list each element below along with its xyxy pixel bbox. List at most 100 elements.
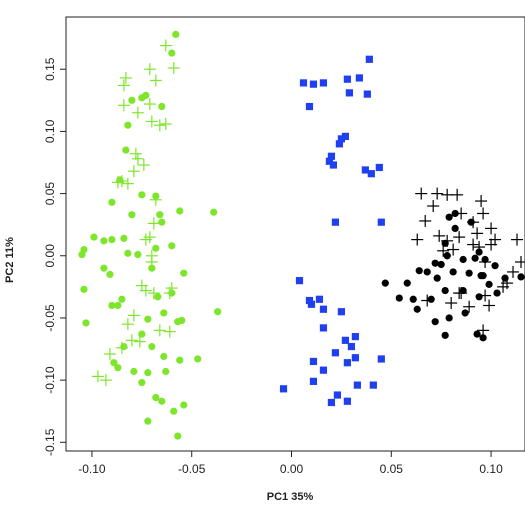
y-tick-label: 0.10 [43,119,57,143]
data-point-plus [431,187,444,200]
data-point-plus [127,165,140,178]
data-point-plus [421,294,434,307]
data-point-plus [455,207,468,220]
data-point-circle [176,207,184,215]
data-point-circle [445,314,453,322]
data-point-square [353,381,361,389]
data-point-square [351,354,359,362]
data-point-circle [156,211,164,219]
data-point-circle [138,94,146,102]
data-point-plus [163,287,176,300]
data-point-circle [174,432,182,440]
data-point-plus [489,233,502,246]
data-point-circle [491,262,499,270]
data-point-circle [144,369,152,377]
data-point-square [367,170,375,178]
data-point-plus [115,341,128,354]
data-point-plus [463,300,476,313]
data-point-circle [114,301,122,310]
data-point-square [337,308,345,316]
data-point-plus [453,231,466,244]
data-point-circle [124,249,132,257]
data-point-plus [441,234,454,247]
data-point-circle [108,301,116,310]
data-point-circle [162,367,170,376]
data-point-circle [441,286,449,295]
data-point-square [305,102,314,111]
data-point-square [319,305,328,313]
data-point-plus [445,297,458,310]
data-point-square [333,391,342,399]
data-point-circle [122,146,130,154]
data-point-plus [121,318,134,331]
data-point-circle [100,264,108,272]
data-point-circle [168,242,176,250]
data-point-square [345,89,353,97]
data-point-plus [159,117,172,130]
data-point-circle [176,356,184,364]
data-point-circle [445,213,453,221]
data-point-plus [153,324,166,337]
data-point-circle [437,260,445,269]
data-point-circle [493,289,501,297]
data-point-square [335,140,344,148]
data-point-circle [479,334,487,342]
data-point-plus [143,98,156,111]
data-point-plus [479,289,492,302]
data-point-plus [131,152,144,165]
data-point-circle [106,270,114,279]
data-point-circle [485,280,493,288]
data-point-plus [515,255,525,268]
y-tick-label: 0.05 [43,182,57,206]
data-point-circle [154,293,162,301]
data-point-circle [138,191,146,199]
data-point-plus [103,348,116,361]
y-tick-label: 0.00 [43,244,57,268]
data-point-plus [165,282,178,295]
data-point-square [319,324,328,332]
data-point-circle [415,267,423,275]
data-point-plus [137,158,150,171]
data-point-plus [485,222,498,235]
data-point-circle [120,234,128,242]
data-point-plus [117,99,130,112]
data-point-circle [194,355,202,363]
data-point-plus [111,176,124,189]
data-point-square [375,163,383,172]
data-point-circle [144,315,152,323]
data-point-plus [467,216,480,229]
data-point-plus [477,324,490,337]
data-point-square [365,55,373,63]
data-point-square [363,90,371,98]
data-point-square [361,166,369,174]
data-point-circle [170,407,178,415]
data-point-plus [437,244,450,257]
data-point-circle [158,102,166,111]
data-point-square [331,349,340,357]
y-axis: -0.15 -0.10 -0.05 0.00 0.05 0.10 0.15 [43,57,66,456]
data-point-square [325,157,334,165]
data-point-plus [511,233,524,246]
data-point-circle [180,401,188,409]
data-point-circle [403,279,411,287]
data-point-circle [431,259,439,267]
data-point-circle [413,305,421,313]
data-point-square [355,74,363,82]
x-tick-label: 0.05 [380,462,404,476]
data-point-circle [214,308,222,316]
data-point-circle [517,273,525,281]
data-point-circle [158,218,166,226]
data-point-square [309,80,318,88]
y-tick-label: -0.05 [43,304,57,332]
data-point-plus [145,115,158,128]
data-point-plus [411,233,424,246]
data-point-circle [80,285,88,293]
data-point-circle [451,224,459,233]
data-point-circle [160,352,168,361]
data-point-square [331,218,340,226]
data-point-square [341,132,349,140]
data-point-circle [152,244,160,252]
data-point-square [319,79,328,87]
data-point-plus [451,188,464,201]
data-point-plus [139,233,152,246]
